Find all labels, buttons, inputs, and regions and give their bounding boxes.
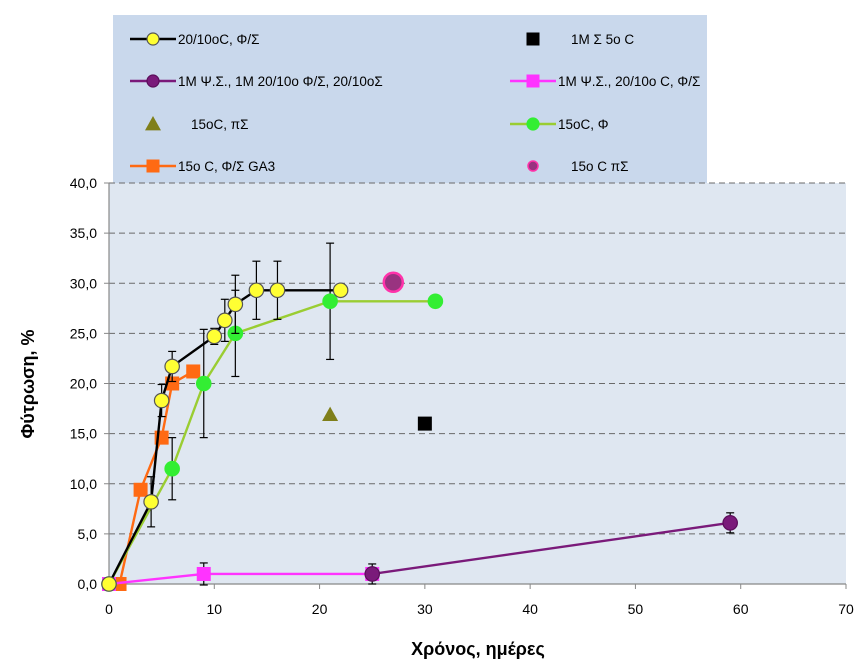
x-tick-label: 10	[206, 601, 222, 617]
y-tick-label: 35,0	[70, 225, 97, 241]
legend-item-2: 1M Ψ.Σ., 1M 20/10o Φ/Σ, 20/10οΣ	[130, 74, 383, 89]
legend-marker	[145, 116, 161, 131]
legend-marker	[146, 74, 160, 88]
legend: 20/10oC, Φ/Σ 1M Σ 5o C 1M Ψ.Σ., 1M 20/10o …	[130, 32, 700, 174]
y-tick-label: 15,0	[70, 426, 97, 442]
data-point	[332, 282, 349, 299]
legend-label: 1M Ψ.Σ., 20/10o C, Φ/Σ	[558, 74, 700, 89]
legend-marker	[146, 159, 160, 173]
data-point	[364, 566, 381, 582]
x-tick-label: 0	[105, 601, 113, 617]
data-point	[417, 416, 432, 431]
data-point	[322, 293, 338, 310]
data-point	[153, 392, 170, 409]
x-tick-label: 40	[522, 601, 538, 617]
legend-item-1: 1M Σ 5o C	[526, 32, 634, 47]
y-tick-label: 5,0	[78, 526, 98, 542]
series-4	[322, 406, 339, 421]
data-point	[269, 282, 286, 299]
data-point	[382, 271, 405, 293]
axis-ticks: 0,0 5,0 10,0 15,0 20,0 25,0 30,0 35,0 40,0 0 10 20 3…	[70, 175, 854, 617]
x-tick-label: 70	[838, 601, 854, 617]
legend-label: 1M Σ 5o C	[571, 32, 634, 47]
series-1	[417, 416, 432, 431]
y-tick-label: 40,0	[70, 175, 97, 191]
legend-marker	[526, 74, 540, 88]
data-point	[164, 358, 180, 375]
legend-label: 15o C πΣ	[571, 159, 628, 174]
x-tick-label: 30	[417, 601, 433, 617]
legend-item-3: 1M Ψ.Σ., 20/10o C, Φ/Σ	[510, 74, 700, 89]
legend-label: 15oC, Φ	[558, 117, 609, 132]
data-point	[217, 312, 233, 329]
legend-marker	[527, 160, 539, 172]
data-point	[101, 576, 117, 592]
data-point	[427, 293, 444, 310]
x-tick-label: 60	[733, 601, 749, 617]
legend-item-4: 15oC, πΣ	[145, 116, 248, 132]
series-7	[382, 271, 405, 293]
series-2	[364, 512, 738, 585]
legend-label: 1M Ψ.Σ., 1M 20/10o Φ/Σ, 20/10οΣ	[178, 74, 383, 89]
legend-item-0: 20/10oC, Φ/Σ	[130, 32, 259, 47]
legend-marker	[526, 117, 540, 131]
data-point	[722, 515, 738, 531]
x-axis-title: Χρόνος, ημέρες	[411, 639, 545, 659]
data-point	[322, 406, 339, 421]
data-point	[195, 375, 212, 392]
legend-label: 20/10oC, Φ/Σ	[178, 32, 259, 47]
data-point	[133, 482, 148, 497]
y-tick-label: 30,0	[70, 275, 97, 291]
data-point	[227, 296, 244, 313]
legend-label: 15o C, Φ/Σ GA3	[178, 159, 275, 174]
series-line	[372, 521, 731, 576]
y-tick-label: 25,0	[70, 325, 97, 341]
y-tick-label: 10,0	[70, 476, 97, 492]
x-tick-label: 20	[312, 601, 328, 617]
data-point	[164, 460, 180, 477]
legend-item-7: 15o C πΣ	[527, 159, 628, 174]
legend-marker	[526, 32, 540, 46]
y-axis-title: Φύτρωση, %	[18, 330, 38, 439]
legend-item-6: 15o C, Φ/Σ GA3	[130, 159, 275, 174]
data-series	[101, 242, 738, 592]
legend-item-5: 15oC, Φ	[510, 117, 609, 132]
data-point	[186, 364, 201, 379]
data-point	[196, 566, 211, 581]
series-line	[107, 300, 436, 585]
data-point	[248, 282, 265, 299]
series-0	[101, 260, 349, 592]
y-tick-label: 0,0	[78, 576, 98, 592]
legend-marker	[146, 32, 160, 46]
legend-background	[113, 15, 707, 186]
series-6	[112, 364, 201, 591]
data-point	[206, 328, 223, 345]
y-tick-label: 20,0	[70, 376, 97, 392]
x-tick-label: 50	[628, 601, 644, 617]
legend-label: 15oC, πΣ	[191, 117, 248, 132]
data-point	[143, 493, 159, 510]
series-line	[107, 289, 341, 585]
